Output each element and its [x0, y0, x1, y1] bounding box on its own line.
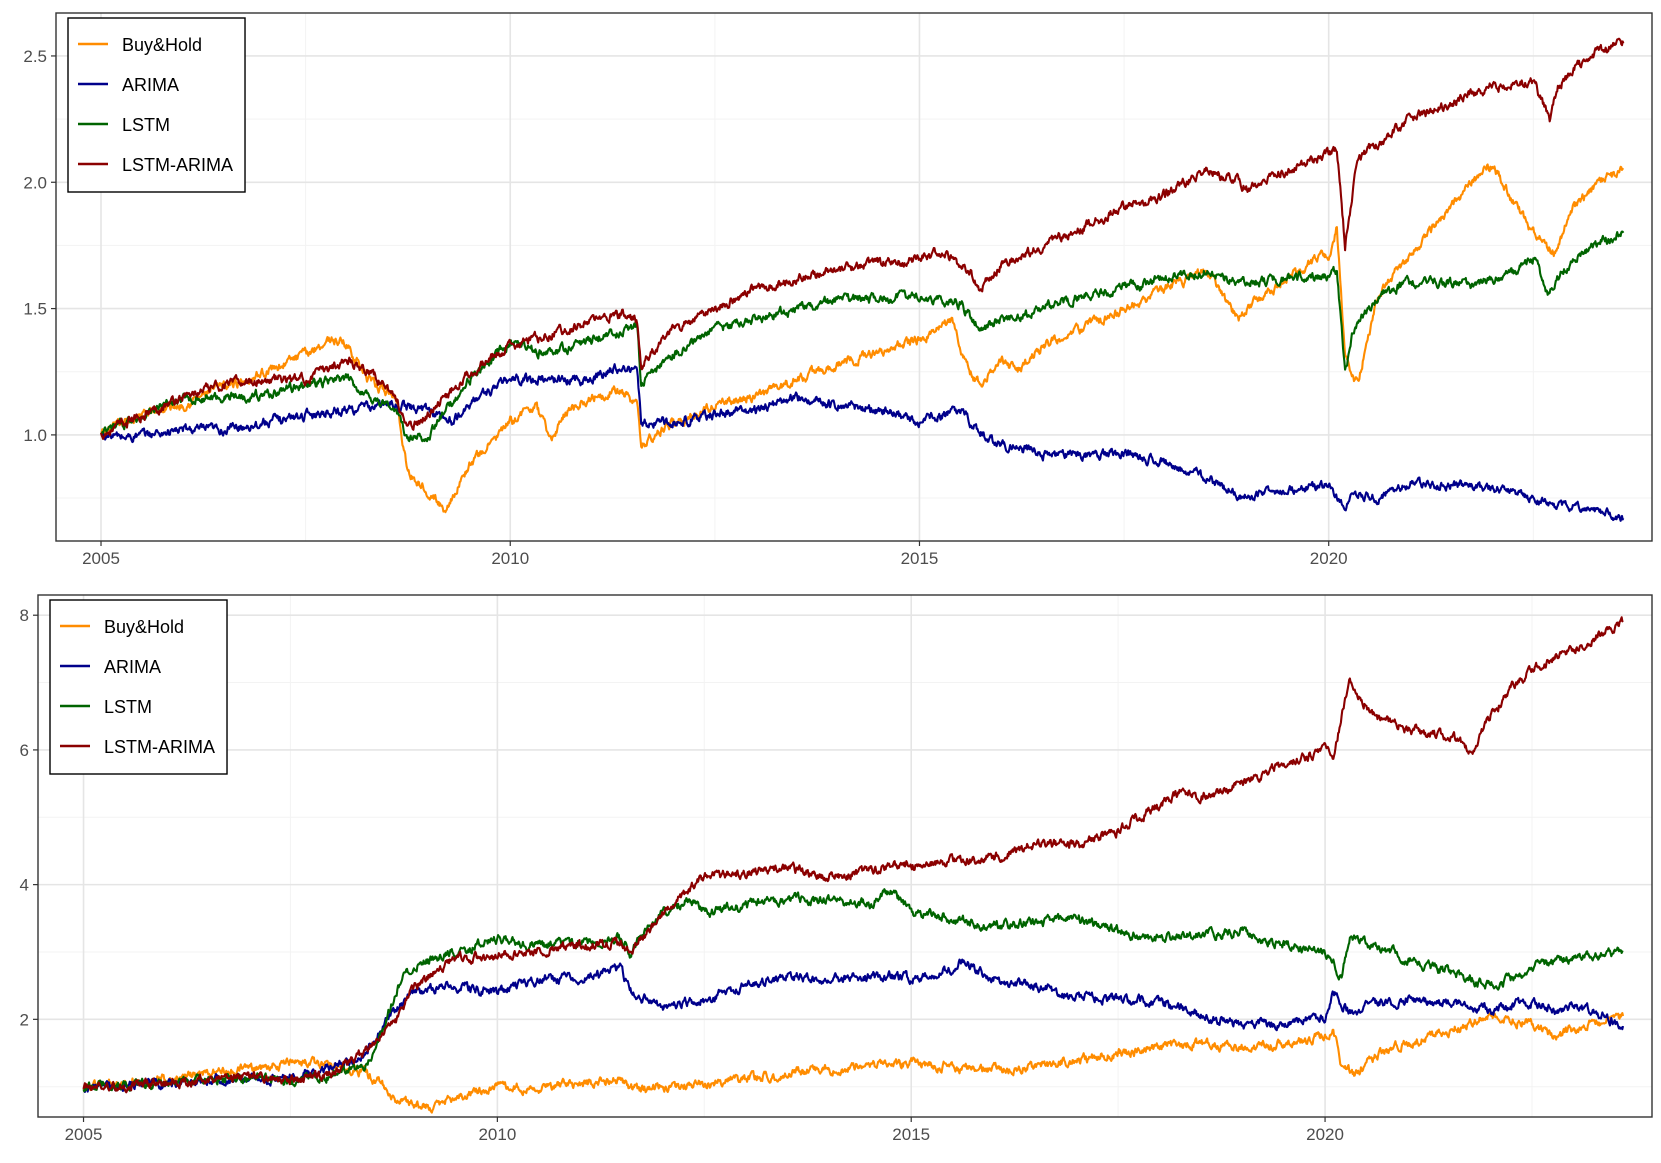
y-tick-label: 1.5: [23, 300, 47, 319]
y-tick-label: 6: [20, 741, 29, 760]
legend: Buy&Hold ARIMA LSTM LSTM-ARIMA: [67, 17, 246, 193]
x-tick-label: 2005: [65, 1125, 103, 1144]
chart-panel-1: 2005 2010 2015 2020 1.0 1.5 2.0 2.5 Buy&Hold ARIM…: [23, 12, 1653, 568]
y-tick-label: 8: [20, 606, 29, 625]
x-tick-label: 2005: [82, 549, 120, 568]
series-line-arima: [82, 958, 1625, 1094]
plot-background: [38, 595, 1652, 1117]
plot-border: [37, 594, 1653, 1118]
plot-background: [56, 13, 1652, 541]
series-line-lstm-arima: [82, 616, 1624, 1094]
legend-label: LSTM-ARIMA: [104, 737, 215, 757]
legend-label: Buy&Hold: [122, 35, 202, 55]
legend-label: Buy&Hold: [104, 617, 184, 637]
y-tick-label: 2.0: [23, 173, 47, 192]
legend-label: LSTM-ARIMA: [122, 155, 233, 175]
legend-label: ARIMA: [104, 657, 161, 677]
x-tick-label: 2010: [491, 549, 529, 568]
series-line-lstm: [100, 230, 1625, 443]
y-tick-label: 2.5: [23, 47, 47, 66]
x-tick-label: 2020: [1310, 549, 1348, 568]
x-tick-label: 2020: [1306, 1125, 1344, 1144]
plot-border: [55, 12, 1653, 542]
series-line-buy-hold: [100, 163, 1625, 514]
series-line-buy-hold: [82, 1011, 1625, 1114]
chart-panel-2: 2005 2010 2015 2020 2 4 6 8 Buy&Hold ARIMA LSTM LST…: [20, 594, 1653, 1144]
series-line-arima: [100, 363, 1625, 522]
legend: Buy&Hold ARIMA LSTM LSTM-ARIMA: [49, 599, 228, 775]
y-tick-label: 4: [20, 876, 29, 895]
y-tick-label: 1.0: [23, 426, 47, 445]
legend-label: LSTM: [104, 697, 152, 717]
x-tick-label: 2015: [901, 549, 939, 568]
y-tick-label: 2: [20, 1010, 29, 1029]
series-line-lstm-arima: [100, 37, 1625, 440]
x-tick-label: 2010: [478, 1125, 516, 1144]
x-tick-label: 2015: [892, 1125, 930, 1144]
legend-label: LSTM: [122, 115, 170, 135]
legend-label: ARIMA: [122, 75, 179, 95]
